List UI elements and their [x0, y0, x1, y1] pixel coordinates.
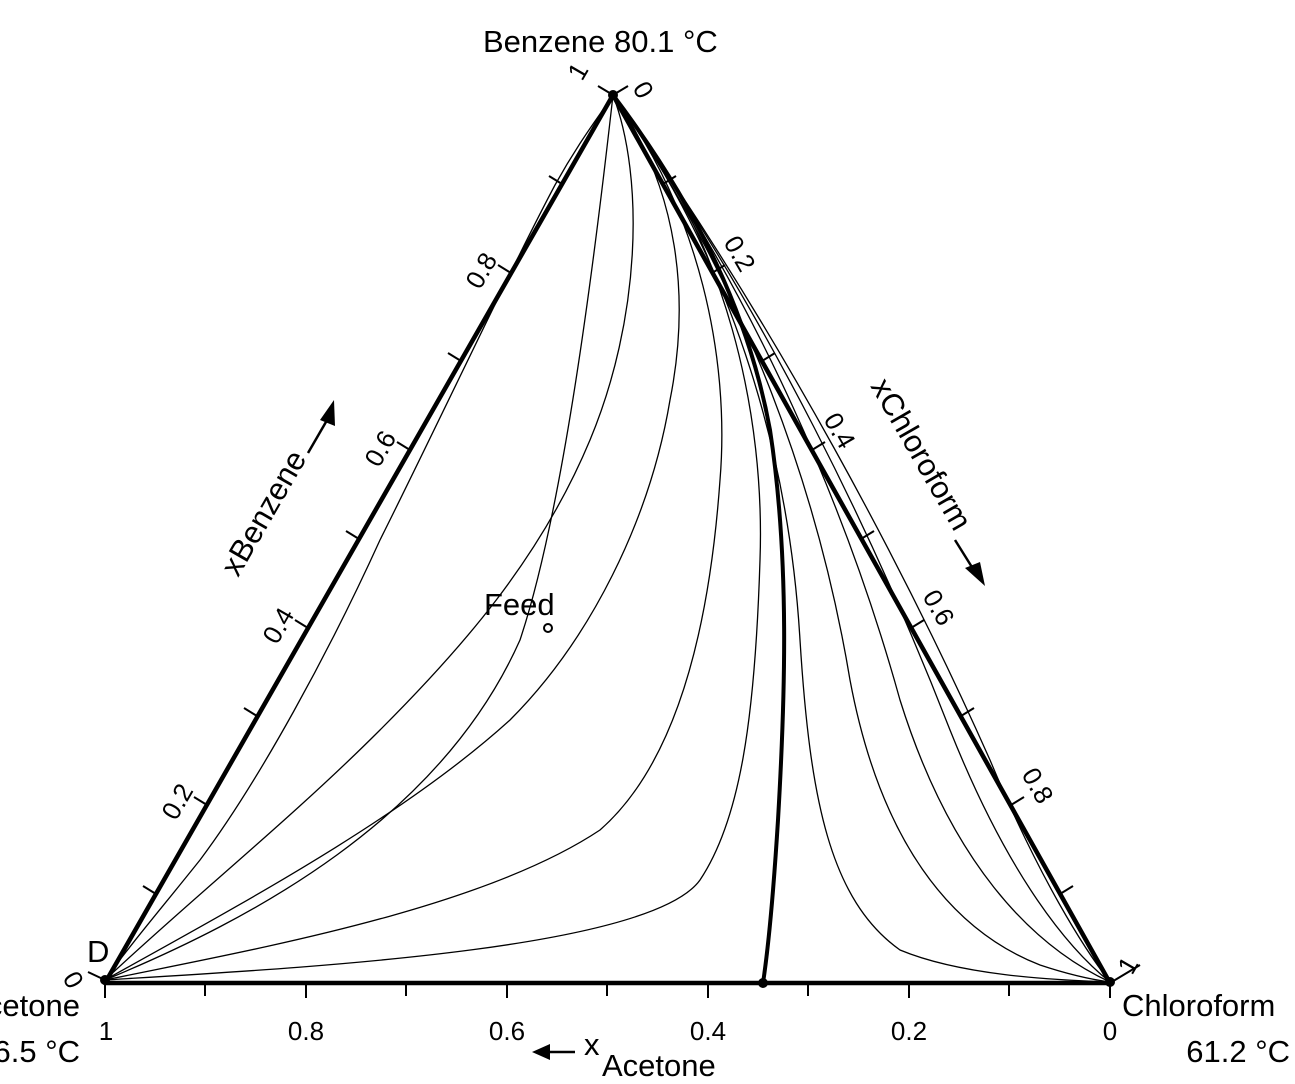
acetone-axis-name: Acetone	[602, 1048, 716, 1083]
tick	[243, 707, 258, 717]
residue-curve	[104, 94, 723, 981]
feed-label: Feed	[484, 587, 555, 622]
tick	[497, 264, 512, 274]
tick	[811, 441, 826, 451]
tick-label: 0.2	[155, 778, 199, 824]
tick-label: 0.6	[489, 1016, 525, 1046]
tick	[345, 530, 360, 540]
tick	[396, 441, 411, 451]
tick-label: 0.2	[718, 230, 762, 276]
distillate-label: D	[87, 934, 109, 969]
corner-right-one: 1	[1111, 951, 1144, 979]
benzene-axis-title: x Benzene	[214, 444, 314, 581]
tick-label: 0.8	[288, 1016, 324, 1046]
corner-top-one: 1	[561, 57, 594, 85]
distillation-boundary	[611, 93, 787, 984]
tick	[548, 175, 563, 185]
tick	[142, 885, 157, 895]
chloroform-axis-ticks	[662, 175, 1141, 984]
tick	[761, 352, 776, 362]
chloroform-axis-name: Chloroform	[872, 386, 979, 536]
top-corner-tick	[612, 85, 629, 96]
tick	[960, 707, 975, 717]
tick	[711, 264, 726, 274]
tick	[910, 619, 925, 629]
tick-label: 0.4	[690, 1016, 726, 1046]
acetone-axis-symbol: x	[584, 1027, 600, 1062]
benzene-axis-name: Benzene	[222, 444, 314, 567]
vertex-left-temp: 56.5 °C	[0, 1034, 80, 1069]
residue-curve	[612, 94, 1111, 983]
tick-label: 0	[1103, 1016, 1117, 1046]
residue-curve	[104, 94, 614, 981]
tick	[193, 796, 208, 806]
chloroform-tick-labels: 0.2 0.4 0.6 0.8	[718, 230, 1060, 808]
tick	[860, 530, 875, 540]
left-corner-tick	[87, 971, 106, 981]
tick	[662, 175, 677, 185]
tick-label: 0.4	[256, 602, 300, 648]
residue-curve	[104, 94, 614, 981]
top-corner-tick	[597, 85, 614, 96]
corner-top-zero: 0	[627, 76, 660, 104]
tick-label: 0.8	[1016, 762, 1060, 808]
tick	[447, 352, 462, 362]
residue-curve	[104, 94, 634, 981]
tick	[1109, 964, 1141, 984]
benzene-tick-labels: 0.2 0.4 0.6 0.8	[155, 247, 503, 824]
vertex-left-name: Acetone	[0, 988, 80, 1023]
benzene-axis-arrow	[306, 400, 335, 454]
benzene-axis-ticks	[142, 175, 563, 895]
chloroform-axis-arrow	[953, 539, 985, 586]
tick	[294, 619, 309, 629]
acetone-axis-ticks	[104, 983, 1111, 998]
vertex-top-label: Benzene 80.1 °C	[483, 24, 718, 59]
residue-curve	[104, 94, 762, 981]
tick-label: 0.8	[459, 247, 503, 293]
tick-label: 0.6	[358, 425, 402, 471]
vertex-right-name: Chloroform	[1122, 988, 1275, 1023]
tick-label: 0.6	[917, 584, 961, 630]
acetone-axis-arrow	[532, 1044, 575, 1060]
tick	[1059, 885, 1074, 895]
residue-curve	[104, 94, 680, 981]
tick-label: 0.2	[891, 1016, 927, 1046]
chloroform-axis-title: x Chloroform	[864, 372, 979, 536]
acetone-tick-labels: 1 0.8 0.6 0.4 0.2 0	[99, 1016, 1117, 1046]
tick	[1010, 796, 1025, 806]
residue-curve	[612, 94, 1111, 983]
tick-label: 1	[99, 1016, 113, 1046]
feed-point	[543, 623, 553, 633]
vertex-right-temp: 61.2 °C	[1186, 1034, 1290, 1069]
residue-curve	[612, 94, 1111, 983]
residue-curve	[612, 94, 1111, 983]
